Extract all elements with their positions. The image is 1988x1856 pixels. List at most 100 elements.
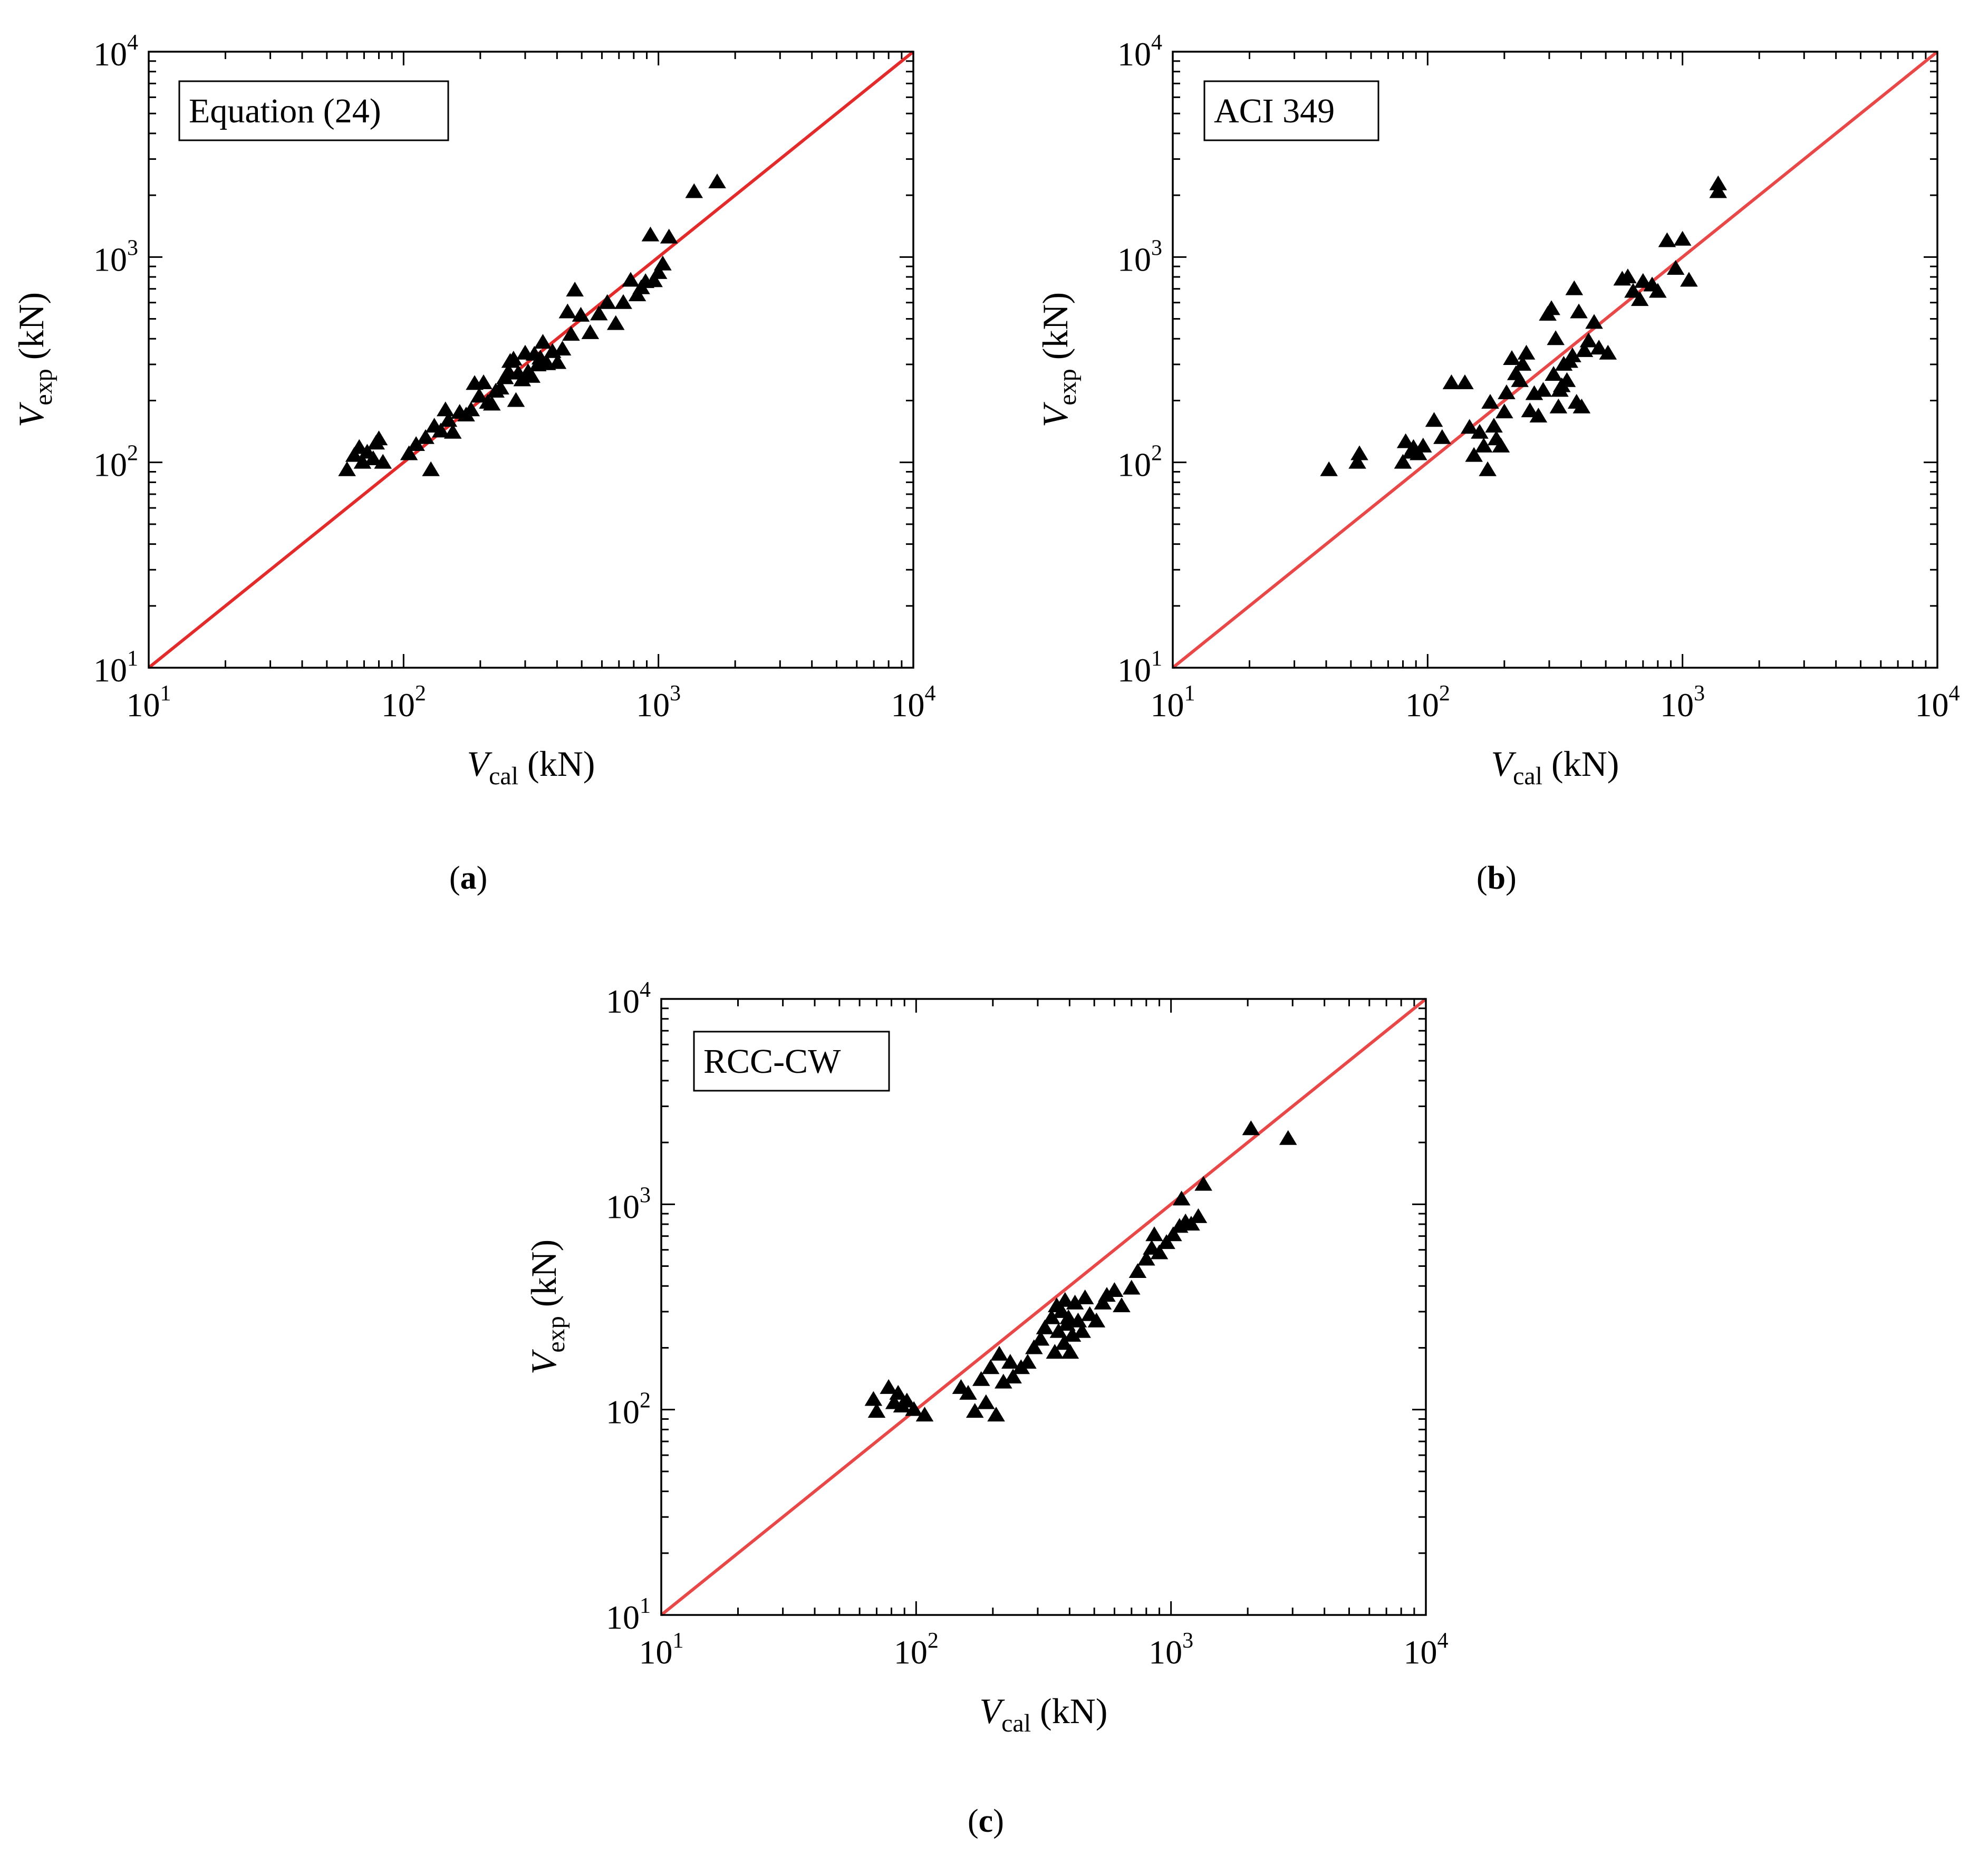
- data-point: [1001, 1353, 1019, 1369]
- data-point: [1649, 283, 1667, 298]
- data-point: [1394, 454, 1412, 469]
- data-point: [1471, 424, 1489, 439]
- y-tick-label: 102: [606, 1389, 651, 1431]
- y-tick-label: 102: [93, 441, 138, 484]
- chart-a-points: [338, 174, 726, 476]
- y-axis-label: Vexp (kN): [524, 1239, 570, 1374]
- caption-c: (c): [968, 1803, 1004, 1839]
- chart-c-ticks: [660, 999, 1426, 1616]
- legend-box: [693, 1031, 890, 1092]
- data-point: [548, 354, 567, 369]
- chart-a-ticks: [148, 52, 913, 669]
- data-point: [1061, 1344, 1079, 1359]
- y-axis-label: Vexp (kN): [1035, 292, 1082, 427]
- data-point: [1485, 418, 1503, 433]
- data-point: [1709, 183, 1728, 198]
- data-point: [898, 1392, 916, 1408]
- data-point: [534, 334, 552, 349]
- data-point: [1479, 461, 1497, 476]
- data-point: [1585, 314, 1603, 329]
- data-point: [345, 447, 363, 462]
- data-point: [1172, 1190, 1191, 1206]
- data-point: [959, 1384, 977, 1400]
- data-point: [505, 351, 523, 366]
- y-tick-label: 102: [1117, 441, 1162, 484]
- data-point: [1624, 283, 1642, 298]
- data-point: [1545, 366, 1562, 381]
- y-tick-label: 101: [606, 1594, 651, 1636]
- data-point: [1442, 374, 1461, 389]
- data-point: [1709, 175, 1728, 190]
- data-point: [905, 1401, 923, 1416]
- data-point: [1056, 1292, 1074, 1307]
- reference-line-y-equals-x: [660, 997, 1427, 1617]
- data-point: [1590, 340, 1608, 355]
- data-point: [987, 1407, 1005, 1422]
- data-point: [1396, 433, 1415, 448]
- x-tick-label: 104: [1404, 1629, 1449, 1671]
- data-point: [1521, 402, 1539, 418]
- y-tick-label: 104: [606, 978, 651, 1020]
- y-tick-label: 104: [1117, 31, 1162, 73]
- data-point: [972, 1371, 990, 1386]
- legend-title: ACI 349: [1214, 92, 1335, 130]
- y-tick-label: 103: [606, 1183, 651, 1225]
- data-point: [649, 264, 668, 279]
- data-point: [645, 272, 663, 287]
- data-point: [1498, 384, 1516, 399]
- data-point: [562, 326, 580, 341]
- x-tick-label: 101: [1151, 681, 1195, 724]
- data-point: [1066, 1294, 1084, 1310]
- data-point: [436, 401, 455, 417]
- y-tick-label: 103: [93, 236, 138, 278]
- data-point: [1043, 1309, 1061, 1324]
- x-axis-label: Vcal (kN): [1491, 744, 1619, 790]
- data-point: [422, 461, 440, 476]
- data-point: [1094, 1294, 1112, 1310]
- data-point: [572, 306, 590, 322]
- x-axis-label: Vcal (kN): [467, 744, 595, 790]
- data-point: [558, 303, 577, 319]
- data-point: [622, 272, 640, 287]
- data-point: [1348, 454, 1366, 469]
- data-point: [491, 379, 509, 395]
- data-point: [1164, 1226, 1182, 1242]
- data-point: [507, 392, 525, 407]
- data-point: [1542, 300, 1560, 315]
- y-axis-label: Vexp (kN): [11, 292, 57, 427]
- data-point: [1465, 447, 1483, 462]
- data-point: [1630, 291, 1649, 306]
- data-point: [606, 315, 625, 330]
- x-tick-label: 102: [381, 681, 426, 724]
- caption-b: (b): [1476, 860, 1517, 896]
- data-point: [553, 340, 572, 355]
- data-point: [1511, 372, 1529, 387]
- data-point: [1189, 1208, 1208, 1223]
- data-point: [867, 1403, 886, 1418]
- data-point: [1517, 344, 1536, 360]
- legend-title: Equation (24): [189, 92, 381, 130]
- data-point: [432, 422, 450, 438]
- data-point: [889, 1384, 908, 1400]
- data-point: [1350, 445, 1368, 460]
- x-tick-label: 101: [639, 1629, 684, 1671]
- data-point: [417, 429, 435, 444]
- data-point: [1031, 1331, 1050, 1346]
- data-point: [338, 461, 356, 476]
- data-point: [1025, 1339, 1043, 1354]
- x-tick-label: 103: [636, 681, 681, 724]
- data-point: [1157, 1234, 1175, 1249]
- data-point: [1460, 419, 1479, 434]
- data-point: [1182, 1216, 1200, 1231]
- data-point: [400, 445, 418, 460]
- plot-frame: [1172, 51, 1938, 669]
- data-point: [1570, 303, 1588, 319]
- data-point: [1481, 393, 1499, 409]
- data-point: [977, 1394, 995, 1409]
- data-point: [1513, 355, 1532, 371]
- plot-frame: [148, 51, 914, 669]
- data-point: [1619, 268, 1637, 284]
